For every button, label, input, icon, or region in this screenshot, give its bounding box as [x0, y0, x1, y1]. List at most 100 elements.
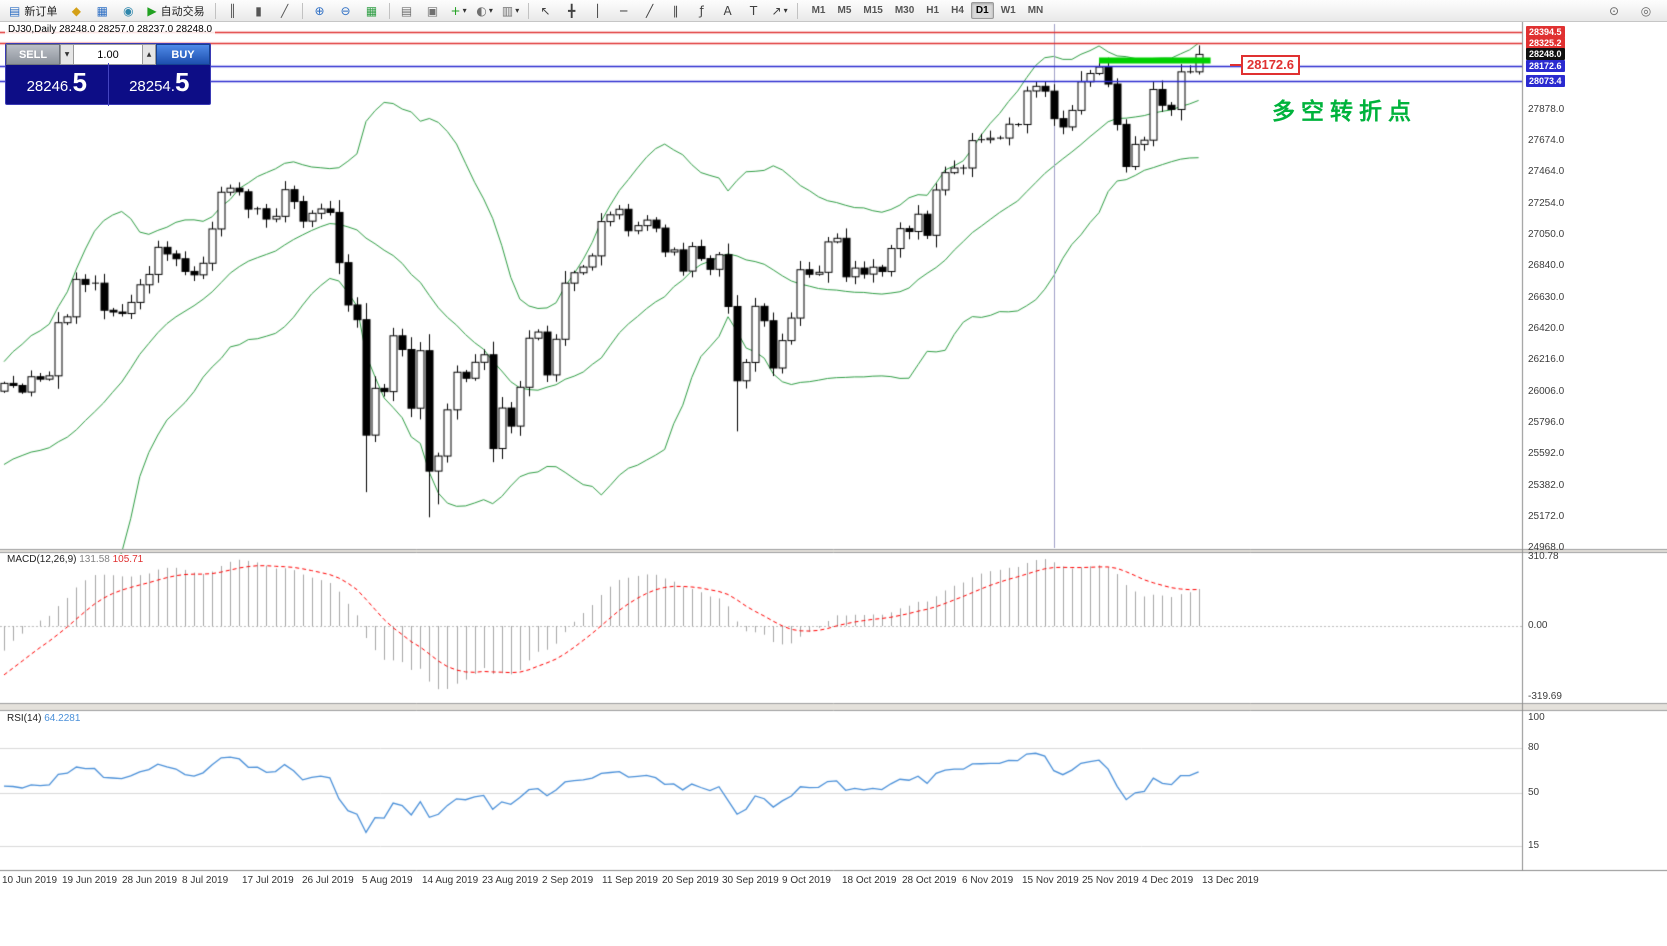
- vertical-line-icon: │: [593, 3, 602, 18]
- search-icon: ⊙: [1608, 3, 1620, 18]
- bar-chart-button[interactable]: ║: [221, 2, 245, 20]
- horizontal-line-button[interactable]: ─: [612, 2, 636, 20]
- date-axis-label: 8 Jul 2019: [182, 875, 229, 886]
- rsi-axis-label: 15: [1528, 840, 1540, 851]
- channel-button[interactable]: ∥: [664, 2, 688, 20]
- sell-price-main: 28246.: [26, 78, 73, 95]
- price-axis-tick: 26630.0: [1528, 292, 1565, 303]
- price-axis-level-label: 28248.0: [1526, 48, 1565, 60]
- date-axis-label: 23 Aug 2019: [482, 875, 539, 886]
- timeframe-m1-button[interactable]: M1: [811, 5, 826, 16]
- date-axis-label: 28 Oct 2019: [902, 875, 957, 886]
- fibonacci-button[interactable]: ƒ: [690, 2, 714, 20]
- candlestick-chart-button[interactable]: ▮: [247, 2, 271, 20]
- buy-price-main: 28254.: [129, 78, 175, 95]
- arrange-windows-button[interactable]: ▤: [395, 2, 419, 20]
- data-window-button[interactable]: ◉: [116, 2, 140, 20]
- text-icon: A: [723, 3, 732, 18]
- volume-input[interactable]: [74, 44, 142, 65]
- text-button[interactable]: A: [716, 2, 740, 20]
- price-axis-level-label: 28325.2: [1526, 37, 1565, 49]
- sell-button[interactable]: SELL: [6, 44, 60, 65]
- volume-decrease-button[interactable]: ▼: [60, 44, 74, 65]
- toolbar-separator: [214, 2, 216, 19]
- chart-window[interactable]: DJ30,Daily 28248.0 28257.0 28237.0 28248…: [0, 22, 1667, 946]
- buy-price-big-digit: 5: [174, 67, 190, 97]
- date-axis-label: 25 Nov 2019: [1082, 875, 1139, 886]
- zoom-in-button[interactable]: ⊕: [308, 2, 332, 20]
- vertical-line-button[interactable]: │: [586, 2, 610, 20]
- annotation-price-box: 28172.6: [1241, 55, 1300, 75]
- toolbar-right-group: ⊙ ◎: [1601, 2, 1659, 20]
- price-axis-tick: 25796.0: [1528, 417, 1565, 428]
- date-axis-label: 5 Aug 2019: [362, 875, 413, 886]
- date-axis-label: 20 Sep 2019: [662, 875, 719, 886]
- date-axis[interactable]: 10 Jun 2019 19 Jun 2019 28 Jun 2019 8 Jul 2…: [0, 874, 1667, 890]
- price-axis-tick: 27674.0: [1528, 135, 1565, 146]
- date-axis-label: 13 Dec 2019: [1202, 875, 1259, 886]
- new-chart-button[interactable]: ◆: [64, 2, 88, 20]
- price-axis-level-label: 28073.4: [1526, 75, 1565, 87]
- date-axis-label: 14 Aug 2019: [422, 875, 479, 886]
- indicators-button[interactable]: + ▾: [447, 2, 471, 20]
- price-axis-tick: 25592.0: [1528, 448, 1565, 459]
- rsi-name: RSI(14): [7, 713, 42, 724]
- timeframe-h1-button[interactable]: H1: [926, 5, 940, 16]
- sell-price-big-digit: 5: [72, 67, 87, 97]
- buy-button[interactable]: BUY: [156, 44, 210, 65]
- price-axis-level-label: 28172.6: [1526, 60, 1565, 72]
- timeframe-m5-button[interactable]: M5: [837, 5, 852, 16]
- community-button[interactable]: ◎: [1634, 2, 1658, 20]
- crosshair-icon: ╋: [567, 3, 576, 18]
- sell-price[interactable]: 28246.5: [6, 63, 108, 106]
- cascade-windows-button[interactable]: ▣: [421, 2, 445, 20]
- text-label-button[interactable]: T: [742, 2, 766, 20]
- rsi-axis-label: 100: [1528, 712, 1545, 723]
- timeframe-h4-button[interactable]: H4: [951, 5, 964, 16]
- zoom-out-icon: ⊖: [340, 3, 351, 18]
- macd-signal-value: 105.71: [112, 554, 144, 565]
- crosshair-button[interactable]: ╋: [560, 2, 584, 20]
- timeframe-m30-button[interactable]: M30: [894, 5, 915, 16]
- trendline-button[interactable]: ╱: [638, 2, 662, 20]
- profiles-button[interactable]: ▦: [90, 2, 114, 20]
- arrows-button[interactable]: ↗ ▾: [768, 2, 792, 20]
- periods-button[interactable]: ◐ ▾: [473, 2, 497, 20]
- zoom-out-button[interactable]: ⊖: [334, 2, 358, 20]
- dropdown-arrow-icon: ▾: [783, 6, 788, 15]
- line-chart-button[interactable]: ╱: [273, 2, 297, 20]
- price-axis-tick: 27878.0: [1528, 104, 1565, 115]
- candlestick-chart-icon: ▮: [255, 3, 262, 18]
- trade-panel-prices: 28246.5 28254.5: [6, 63, 211, 106]
- timeframe-mn-button[interactable]: MN: [1027, 5, 1044, 16]
- timeframe-w1-button[interactable]: W1: [1000, 5, 1016, 16]
- tile-windows-button[interactable]: ▦: [360, 2, 384, 20]
- date-axis-label: 11 Sep 2019: [602, 875, 658, 886]
- date-axis-label: 4 Dec 2019: [1142, 875, 1194, 886]
- date-axis-label: 6 Nov 2019: [962, 875, 1014, 886]
- volume-increase-button[interactable]: ▲: [142, 44, 156, 65]
- price-axis-tick: 26420.0: [1528, 323, 1565, 334]
- timeframe-d1-button[interactable]: D1: [970, 2, 994, 19]
- new-order-button[interactable]: ▤ 新订单: [4, 2, 62, 20]
- arrows-icon: ↗: [771, 3, 782, 18]
- toolbar-separator: [527, 2, 529, 19]
- search-button[interactable]: ⊙: [1602, 2, 1626, 20]
- price-axis[interactable]: 27878.0 27674.0 27464.0 27254.0 27050.0 26840…: [1526, 22, 1666, 872]
- timeframe-m15-button[interactable]: M15: [863, 5, 883, 16]
- trade-panel-controls: SELL ▼ ▲ BUY: [6, 44, 210, 65]
- date-axis-label: 18 Oct 2019: [842, 875, 897, 886]
- channel-icon: ∥: [672, 3, 679, 18]
- date-axis-label: 26 Jul 2019: [302, 875, 354, 886]
- rsi-value: 64.2281: [44, 713, 81, 724]
- auto-trading-button[interactable]: ▶ 自动交易: [142, 2, 209, 20]
- dropdown-arrow-icon: ▾: [488, 6, 493, 15]
- price-chart-canvas[interactable]: [0, 22, 1667, 946]
- price-axis-tick: 27050.0: [1528, 229, 1565, 240]
- buy-price[interactable]: 28254.5: [107, 63, 211, 106]
- cursor-button[interactable]: ↖: [534, 2, 558, 20]
- templates-icon: ▥: [501, 3, 514, 18]
- rsi-axis-label: 80: [1528, 742, 1540, 753]
- templates-button[interactable]: ▥ ▾: [499, 2, 523, 20]
- horizontal-line-icon: ─: [619, 3, 628, 18]
